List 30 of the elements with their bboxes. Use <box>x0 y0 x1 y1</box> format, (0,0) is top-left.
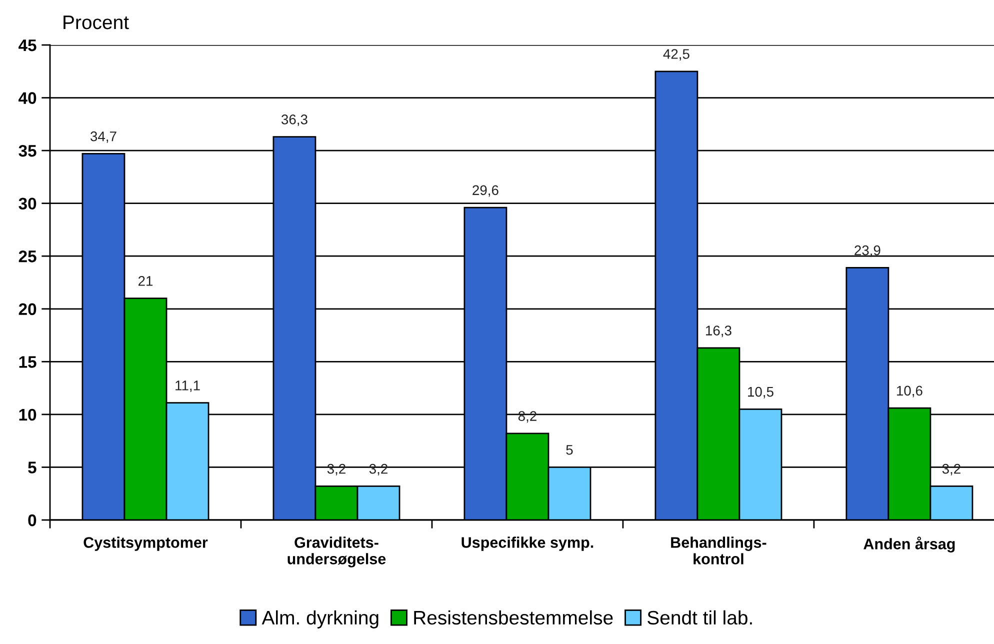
data-label: 10,5 <box>748 386 774 398</box>
y-tick-label: 25 <box>18 250 36 262</box>
x-tick-label: Graviditets- undersøgelse <box>288 536 386 568</box>
legend-label: Resistensbestemmelse <box>414 610 613 625</box>
data-label: 29,6 <box>472 185 498 197</box>
y-tick-label: 35 <box>18 144 36 157</box>
y-tick-label: 40 <box>18 92 36 104</box>
y-axis-title: Procent <box>64 16 129 30</box>
data-label: 34,7 <box>90 131 116 143</box>
x-tick-label: Cystitsymptomer <box>84 536 208 551</box>
y-tick-label: 15 <box>19 356 36 368</box>
x-tick-label: Anden årsag <box>864 536 955 552</box>
legend-label: Alm. dyrkning <box>262 610 378 628</box>
data-label: 16,3 <box>706 326 732 338</box>
data-label: 42,5 <box>663 49 690 61</box>
data-label: 10,6 <box>896 386 922 398</box>
data-label: 36,3 <box>281 114 308 126</box>
data-label: 23,9 <box>854 245 880 257</box>
y-tick-label: 30 <box>18 198 36 210</box>
y-tick-label: 20 <box>18 303 36 316</box>
data-label: 5 <box>566 445 573 455</box>
y-tick-label: 10 <box>19 408 36 421</box>
legend-label: Sendt til lab. <box>648 610 752 625</box>
x-tick-label: Behandlings- kontrol <box>671 536 766 564</box>
y-tick-label: 5 <box>28 462 36 474</box>
data-label: 21 <box>138 276 153 286</box>
data-label: 11,1 <box>176 380 200 392</box>
x-tick-label: Uspecifikke symp. <box>462 536 594 551</box>
y-tick-label: 0 <box>28 514 36 526</box>
y-tick-label: 45 <box>18 40 36 52</box>
